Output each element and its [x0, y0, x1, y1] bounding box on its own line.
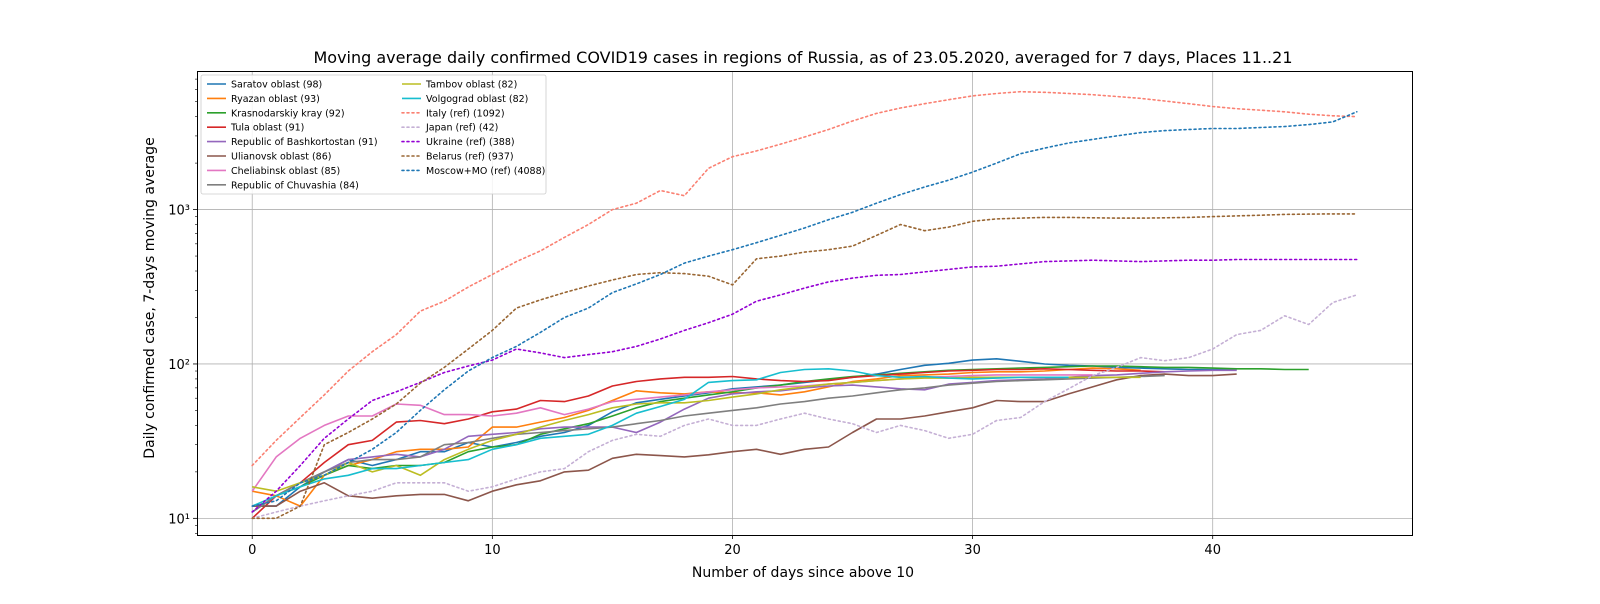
series-line	[251, 374, 1165, 513]
legend-entry: Italy (ref) (1092)	[426, 108, 505, 119]
legend-entry: Japan (ref) (42)	[425, 123, 498, 134]
legend-entry: Tambov oblast (82)	[425, 80, 517, 91]
legend-box	[200, 74, 547, 195]
legend-entry: Volgograd oblast (82)	[426, 94, 528, 105]
series-line	[251, 365, 1309, 513]
legend: Saratov oblast (98) Ryazan oblast (93) Kra…	[200, 74, 547, 195]
series-line	[252, 357, 1237, 507]
series-line	[252, 373, 1237, 507]
x-tick-label: 0	[248, 543, 256, 558]
y-axis-label: Daily confirmed case, 7-days moving aver…	[142, 137, 158, 458]
series-line	[251, 369, 1237, 513]
legend-entry: Krasnodarskiy kray (92)	[231, 108, 345, 119]
series-line	[251, 90, 1358, 467]
series-line	[251, 213, 1358, 520]
series-line	[252, 367, 1141, 507]
x-axis-label: Number of days since above 10	[692, 565, 914, 581]
axis-ticks: 0 10 20 30 40 10¹ 10² 10³	[168, 78, 1221, 558]
series-lines	[251, 90, 1358, 520]
y-tick-label: 10³	[168, 204, 190, 219]
chart-title: Moving average daily confirmed COVID19 c…	[313, 48, 1292, 67]
x-tick-label: 10	[484, 543, 501, 558]
series-line	[251, 111, 1358, 507]
legend-entry: Ulianovsk oblast (86)	[231, 152, 331, 163]
legend-entry: Ukraine (ref) (388)	[426, 137, 515, 148]
legend-entry: Tula oblast (91)	[230, 123, 304, 134]
series-line	[251, 367, 1069, 507]
x-tick-label: 20	[724, 543, 741, 558]
x-tick-label: 40	[1204, 543, 1221, 558]
y-tick-label: 10²	[168, 358, 190, 373]
legend-entry: Republic of Bashkortostan (91)	[231, 137, 378, 148]
legend-entry: Cheliabinsk oblast (85)	[231, 166, 340, 177]
legend-entry: Ryazan oblast (93)	[231, 94, 320, 105]
series-line	[251, 367, 1165, 519]
legend-entry: Saratov oblast (98)	[231, 80, 322, 91]
y-tick-label: 10¹	[168, 512, 190, 527]
series-line	[251, 294, 1358, 520]
legend-entry: Moscow+MO (ref) (4088)	[426, 166, 545, 177]
x-tick-label: 30	[964, 543, 981, 558]
plot-frame	[197, 71, 1413, 536]
series-line	[251, 374, 1093, 492]
legend-entry: Republic of Chuvashia (84)	[231, 180, 359, 191]
legend-entry: Belarus (ref) (937)	[426, 152, 514, 163]
series-line	[252, 376, 1141, 493]
